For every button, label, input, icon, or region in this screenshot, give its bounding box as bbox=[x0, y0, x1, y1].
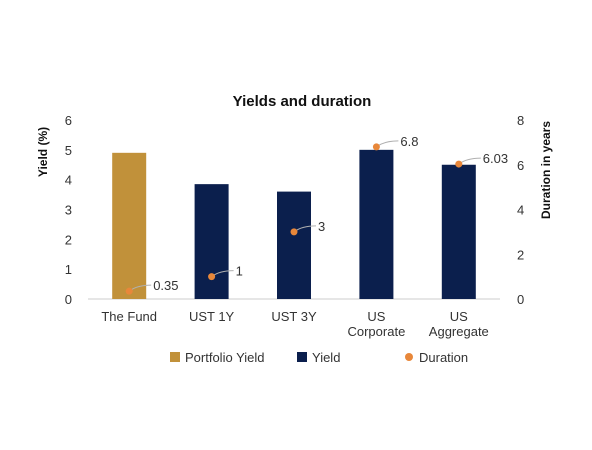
bar-portfolio-yield bbox=[112, 152, 147, 299]
y-axis-title: Yield (%) bbox=[36, 127, 50, 177]
duration-point bbox=[208, 273, 216, 281]
duration-point bbox=[372, 143, 380, 151]
y-tick-label: 0 bbox=[65, 292, 72, 307]
y-tick-label: 2 bbox=[65, 232, 72, 247]
bar-yield bbox=[359, 149, 394, 299]
x-category-label: US Aggregate bbox=[429, 309, 489, 339]
y2-axis-title: Duration in years bbox=[539, 121, 553, 219]
legend-swatch-duration bbox=[405, 353, 413, 361]
x-category-label: UST 3Y bbox=[271, 309, 317, 324]
y-tick-label: 1 bbox=[65, 262, 72, 277]
y2-tick-label: 0 bbox=[517, 292, 524, 307]
duration-point bbox=[125, 287, 133, 295]
duration-data-label: 0.35 bbox=[153, 278, 178, 293]
legend-swatch-yield bbox=[297, 352, 307, 362]
chart-title: Yields and duration bbox=[233, 93, 372, 110]
legend-label-yield: Yield bbox=[312, 350, 340, 365]
duration-point bbox=[455, 160, 463, 168]
legend-swatch-portfolio-yield bbox=[170, 352, 180, 362]
y-tick-label: 4 bbox=[65, 173, 72, 188]
duration-data-label: 3 bbox=[318, 219, 325, 234]
y2-tick-label: 8 bbox=[517, 113, 524, 128]
duration-point bbox=[290, 228, 298, 236]
bar-yield bbox=[277, 191, 311, 299]
y-tick-label: 3 bbox=[65, 203, 72, 218]
y-tick-label: 5 bbox=[65, 143, 72, 158]
x-category-label: UST 1Y bbox=[189, 309, 235, 324]
bar-yield bbox=[441, 164, 476, 299]
duration-data-label: 1 bbox=[236, 264, 243, 279]
legend-label-portfolio-yield: Portfolio Yield bbox=[185, 350, 265, 365]
x-category-label: The Fund bbox=[101, 309, 157, 324]
duration-data-label: 6.03 bbox=[483, 151, 508, 166]
y-tick-label: 6 bbox=[65, 113, 72, 128]
x-category-label: US Corporate bbox=[347, 309, 405, 339]
y2-tick-label: 2 bbox=[517, 247, 524, 262]
y2-tick-label: 6 bbox=[517, 158, 524, 173]
bar-yield bbox=[194, 184, 229, 299]
legend-label-duration: Duration bbox=[419, 350, 468, 365]
y2-tick-label: 4 bbox=[517, 203, 524, 218]
duration-data-label: 6.8 bbox=[400, 134, 418, 149]
